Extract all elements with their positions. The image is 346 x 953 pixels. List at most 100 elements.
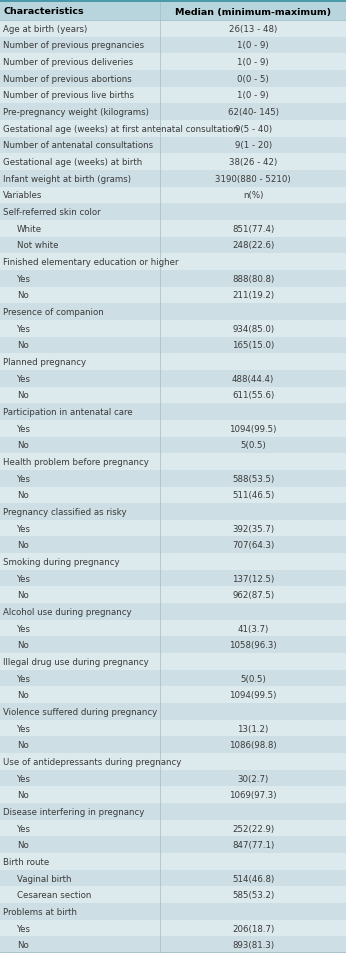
Text: 1(0 - 9): 1(0 - 9) [237,58,269,67]
Text: Number of previous pregnancies: Number of previous pregnancies [3,41,144,51]
Text: 934(85.0): 934(85.0) [232,324,274,334]
Text: Yes: Yes [17,774,31,782]
Text: 13(1.2): 13(1.2) [237,724,269,733]
Text: 0(0 - 5): 0(0 - 5) [237,74,269,84]
Text: 962(87.5): 962(87.5) [232,591,274,599]
Bar [0,137,346,154]
Text: 137(12.5): 137(12.5) [232,574,274,583]
Text: Number of previous live births: Number of previous live births [3,91,134,100]
Text: Pregnancy classified as risky: Pregnancy classified as risky [3,507,127,517]
Text: Yes: Yes [17,475,31,483]
Text: Yes: Yes [17,375,31,383]
Text: No: No [17,491,29,499]
Text: No: No [17,291,29,300]
Text: Number of previous abortions: Number of previous abortions [3,74,132,84]
Text: Planned pregnancy: Planned pregnancy [3,357,86,367]
Text: Finished elementary education or higher: Finished elementary education or higher [3,258,179,267]
Text: Problems at birth: Problems at birth [3,907,77,916]
Text: Yes: Yes [17,574,31,583]
Bar [0,670,346,687]
Text: Not white: Not white [17,241,58,250]
Bar [0,753,346,770]
Text: No: No [17,591,29,599]
Bar [0,287,346,304]
Text: 511(46.5): 511(46.5) [232,491,274,499]
Text: 514(46.8): 514(46.8) [232,874,274,882]
Bar [0,221,346,237]
Text: Alcohol use during pregnancy: Alcohol use during pregnancy [3,607,131,617]
Text: Cesarean section: Cesarean section [17,890,91,900]
Text: 1(0 - 9): 1(0 - 9) [237,41,269,51]
Bar [0,770,346,786]
Text: 252(22.9): 252(22.9) [232,823,274,833]
Text: Disease interfering in pregnancy: Disease interfering in pregnancy [3,807,144,816]
Text: 9(5 - 40): 9(5 - 40) [235,125,272,133]
Text: Vaginal birth: Vaginal birth [17,874,71,882]
Bar [0,371,346,387]
Text: 585(53.2): 585(53.2) [232,890,274,900]
Bar [0,870,346,886]
Bar [0,786,346,803]
Bar [0,88,346,104]
Text: Violence suffered during pregnancy: Violence suffered during pregnancy [3,707,157,716]
Text: 851(77.4): 851(77.4) [232,225,274,233]
Bar [0,637,346,654]
Bar [0,903,346,920]
Text: Illegal drug use during pregnancy: Illegal drug use during pregnancy [3,658,149,666]
Text: 30(2.7): 30(2.7) [237,774,269,782]
Text: Use of antidepressants during pregnancy: Use of antidepressants during pregnancy [3,757,181,766]
Bar [0,737,346,753]
Text: 3190(880 - 5210): 3190(880 - 5210) [215,174,291,184]
Text: Age at birth (years): Age at birth (years) [3,25,87,33]
Bar [0,37,346,54]
Bar [0,503,346,520]
Text: 488(44.4): 488(44.4) [232,375,274,383]
Bar [0,71,346,88]
Bar [0,104,346,121]
Text: 392(35.7): 392(35.7) [232,524,274,533]
Text: No: No [17,941,29,949]
Text: No: No [17,691,29,700]
Bar [0,620,346,637]
Text: Number of antenatal consultations: Number of antenatal consultations [3,141,153,151]
Text: No: No [17,341,29,350]
Bar [0,603,346,620]
Text: 5(0.5): 5(0.5) [240,674,266,683]
Text: 165(15.0): 165(15.0) [232,341,274,350]
Text: 707(64.3): 707(64.3) [232,540,274,550]
Text: 888(80.8): 888(80.8) [232,274,274,283]
Text: Yes: Yes [17,274,31,283]
Text: 611(55.6): 611(55.6) [232,391,274,400]
Bar [0,687,346,703]
Text: Birth route: Birth route [3,857,49,866]
Text: 41(3.7): 41(3.7) [237,624,269,633]
Bar [0,387,346,404]
Text: 206(18.7): 206(18.7) [232,923,274,933]
Bar [0,21,346,37]
Bar [0,204,346,221]
Text: Gestational age (weeks) at first antenatal consultation: Gestational age (weeks) at first antenat… [3,125,239,133]
Bar [0,320,346,337]
Text: Pre-pregnancy weight (kilograms): Pre-pregnancy weight (kilograms) [3,108,149,117]
Bar [0,487,346,503]
Text: Yes: Yes [17,624,31,633]
Text: 1094(99.5): 1094(99.5) [229,691,277,700]
Text: Gestational age (weeks) at birth: Gestational age (weeks) at birth [3,158,142,167]
Text: 1094(99.5): 1094(99.5) [229,424,277,434]
Bar [0,337,346,354]
Bar [0,720,346,737]
Bar [0,554,346,570]
Bar [0,354,346,371]
Bar [0,520,346,537]
Text: No: No [17,790,29,800]
Text: Number of previous deliveries: Number of previous deliveries [3,58,133,67]
Bar [0,237,346,254]
Text: 9(1 - 20): 9(1 - 20) [235,141,272,151]
Bar [0,304,346,320]
Text: 5(0.5): 5(0.5) [240,441,266,450]
Text: No: No [17,740,29,749]
Bar [0,121,346,137]
Bar [0,471,346,487]
Text: Yes: Yes [17,324,31,334]
Text: Yes: Yes [17,524,31,533]
